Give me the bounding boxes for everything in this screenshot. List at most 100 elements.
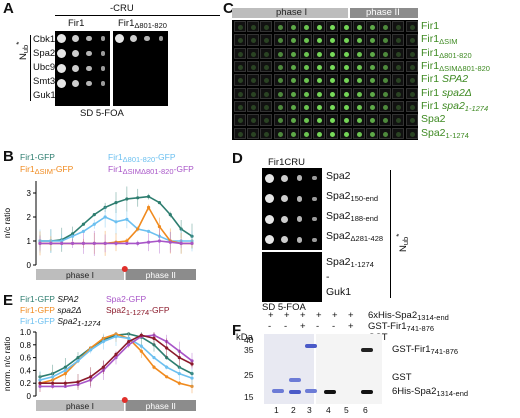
panel-c-nucleus [290,65,296,70]
panel-c-cell [286,127,299,139]
panel-c-cell [379,114,392,126]
data-point [38,241,42,245]
panel-c-nucleus [304,91,309,97]
panel-c-nucleus [383,78,389,84]
panel-c-nucleus [356,118,362,124]
panel-c-nucleus [396,131,402,137]
data-point [190,362,194,366]
data-point [101,365,105,369]
panel-c-cell [286,87,299,99]
data-point [152,336,156,340]
panel-f-sign: + [316,310,322,321]
panel-c-cell [352,74,365,86]
panel-c-nucleus [277,131,283,137]
panel-c-nucleus [383,38,389,44]
y-tick-label: 3 [27,189,32,198]
data-point [146,205,151,209]
yeast-spot [115,34,125,43]
panel-c-nucleus [409,91,415,97]
yeast-spot [296,236,303,243]
phase2-bar [125,400,196,411]
panel-c-cell [273,114,286,126]
panel-c-cell [379,127,392,139]
panel-c-nucleus [409,38,415,44]
panel-c-nucleus [370,91,375,97]
data-point [81,222,86,226]
panel-c-nucleus [330,118,336,124]
panel-c-nucleus [356,105,362,110]
panel-c-cell [273,87,286,99]
panel-c-cell [352,47,365,59]
panel-c-row-label: Fir1ΔSIMΔ801-820 [421,60,490,73]
panel-d-row-label: - [326,271,330,283]
data-point [139,349,143,353]
panel-c-nucleus [356,25,362,30]
panel-c-cell [247,61,260,73]
panel-c-nucleus [290,91,296,97]
panel-c-nucleus [330,65,336,70]
panel-c-cell [273,61,286,73]
panel-c-nucleus [238,51,243,57]
data-point [168,213,172,217]
yeast-spot [86,35,93,42]
y-tick-label: 0.6 [20,354,32,363]
panel-c-cell [286,61,299,73]
panel-c-cell [352,101,365,113]
panel-c-cell [273,127,286,139]
panel-d-row-label: Spa2Δ281-428 [326,230,384,243]
panel-c-cell [260,127,273,139]
panel-c-nucleus [264,51,270,57]
panel-f-gel [264,334,384,404]
panel-e-chart: 1.0 0.8 0.6 0.4 0.2 0 norm. n/c ratio phase I ph… [2,328,196,411]
y-axis-label: n/c ratio [2,208,12,239]
panel-c-cell [326,47,339,59]
panel-c-nucleus [317,91,323,97]
panel-c-nucleus [290,131,296,137]
data-point [103,241,107,245]
panel-c-nucleus [277,91,283,97]
panel-c-nucleus [330,25,336,30]
panel-c-cell [313,87,326,99]
panel-c-cell [300,21,312,33]
panel-c-cell [286,74,299,86]
yeast-spot [144,35,151,42]
y-tick-label: 0.4 [20,366,32,375]
panel-f-marker: 25 [244,370,254,380]
data-point [125,197,129,201]
panel-c-cell [352,87,365,99]
panel-c-cell [392,47,405,59]
data-point [92,213,96,217]
data-point [139,344,143,348]
panel-e-legend-item: Fir1-GFP spa2Δ [20,305,82,315]
panel-c-nucleus [304,105,309,110]
panel-f-row-label: GST-Fir1741-876 [368,321,435,333]
gel-band [324,390,336,394]
panel-c-cell [405,87,418,99]
panel-c-cell [247,74,260,86]
panel-c-cell [273,34,286,46]
panel-c-cell [234,101,246,113]
panel-c-cell [366,61,378,73]
panel-c-cell [339,101,352,113]
panel-c-row-label: Spa2 [421,113,446,126]
data-point [136,227,140,231]
yeast-spot [129,34,138,43]
yeast-spot [312,217,317,222]
panel-c-nucleus [330,91,336,97]
panel-c-nucleus [383,105,389,110]
panel-c-cell [247,34,260,46]
phase1-bar [36,400,124,411]
data-point [146,195,151,199]
panel-d-row-label: Spa2 [326,170,351,182]
panel-c-cell [234,127,246,139]
panel-c-nucleus [277,65,283,70]
panel-c-cell [366,127,378,139]
data-point [114,241,118,245]
yeast-spot [280,215,289,223]
panel-c-nucleus [251,25,257,30]
panel-c-nucleus [409,105,415,110]
panel-c-nucleus [383,25,389,30]
panel-c-nucleus [251,91,257,97]
data-point [177,372,181,376]
panel-c-nucleus [277,118,283,124]
